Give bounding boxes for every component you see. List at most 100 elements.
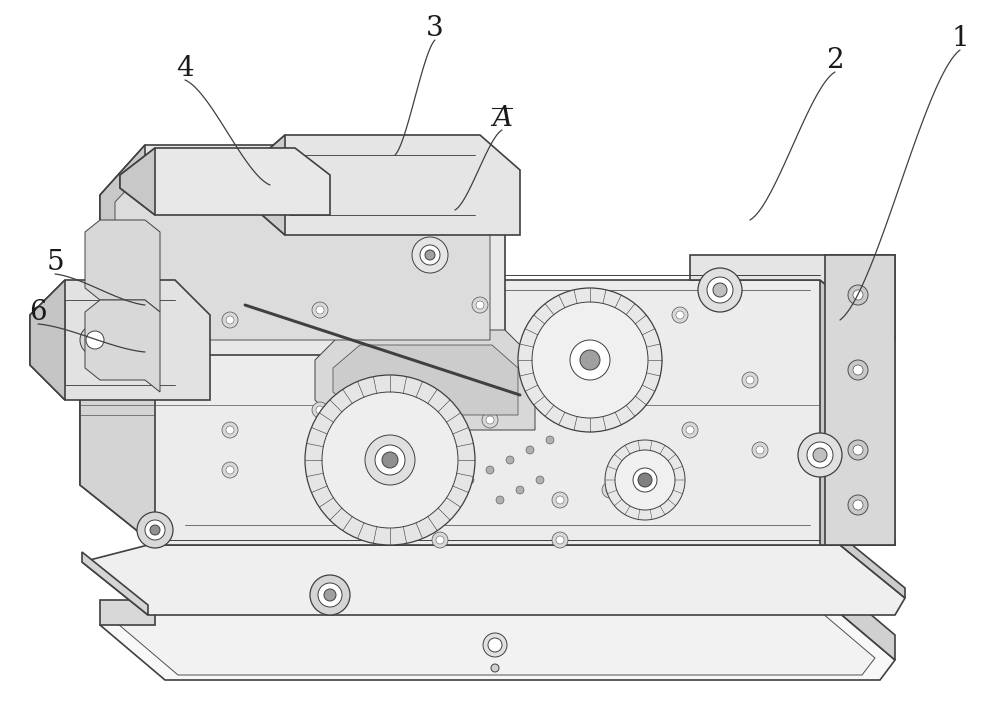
Circle shape	[615, 450, 675, 510]
Circle shape	[412, 237, 448, 273]
Circle shape	[306, 446, 314, 454]
Circle shape	[633, 468, 657, 492]
Circle shape	[222, 422, 238, 438]
Circle shape	[316, 306, 324, 314]
Circle shape	[312, 402, 328, 418]
Polygon shape	[100, 600, 155, 625]
Circle shape	[482, 412, 498, 428]
Circle shape	[602, 482, 618, 498]
Polygon shape	[100, 605, 895, 680]
Circle shape	[432, 532, 448, 548]
Circle shape	[365, 435, 415, 485]
Polygon shape	[118, 607, 875, 675]
Circle shape	[356, 506, 364, 514]
Circle shape	[682, 422, 698, 438]
Circle shape	[310, 575, 350, 615]
Circle shape	[798, 433, 842, 477]
Polygon shape	[80, 280, 895, 545]
Polygon shape	[245, 135, 520, 235]
Circle shape	[432, 502, 448, 518]
Polygon shape	[333, 345, 518, 415]
Circle shape	[324, 589, 336, 601]
Circle shape	[488, 638, 502, 652]
Circle shape	[80, 325, 110, 355]
Circle shape	[396, 526, 404, 534]
Circle shape	[491, 664, 499, 672]
Circle shape	[580, 350, 600, 370]
Circle shape	[552, 492, 568, 508]
Circle shape	[436, 536, 444, 544]
Circle shape	[516, 486, 524, 494]
Circle shape	[318, 583, 342, 607]
Polygon shape	[82, 552, 148, 615]
Circle shape	[226, 316, 234, 324]
Circle shape	[698, 268, 742, 312]
Circle shape	[752, 442, 768, 458]
Circle shape	[486, 416, 494, 424]
Circle shape	[483, 633, 507, 657]
Circle shape	[86, 331, 104, 349]
Circle shape	[376, 516, 384, 524]
Text: 2: 2	[826, 46, 844, 74]
Circle shape	[222, 312, 238, 328]
Circle shape	[552, 532, 568, 548]
Circle shape	[316, 406, 324, 414]
Polygon shape	[82, 545, 905, 615]
Circle shape	[366, 486, 374, 494]
Circle shape	[848, 360, 868, 380]
Circle shape	[346, 476, 354, 484]
Circle shape	[137, 512, 173, 548]
Circle shape	[848, 495, 868, 515]
Circle shape	[638, 473, 652, 487]
Text: 1: 1	[951, 25, 969, 51]
Circle shape	[556, 536, 564, 544]
Circle shape	[526, 446, 534, 454]
Circle shape	[556, 496, 564, 504]
Circle shape	[813, 448, 827, 462]
Circle shape	[145, 520, 165, 540]
Circle shape	[425, 250, 435, 260]
Text: A: A	[492, 104, 512, 132]
Circle shape	[386, 496, 394, 504]
Circle shape	[536, 476, 544, 484]
Circle shape	[226, 466, 234, 474]
Circle shape	[506, 456, 514, 464]
Circle shape	[420, 245, 440, 265]
Polygon shape	[30, 280, 210, 400]
Polygon shape	[830, 580, 895, 660]
Polygon shape	[30, 280, 65, 400]
Text: 4: 4	[176, 55, 194, 81]
Circle shape	[436, 506, 444, 514]
Circle shape	[322, 392, 458, 528]
Circle shape	[570, 340, 610, 380]
Circle shape	[742, 372, 758, 388]
Polygon shape	[120, 148, 330, 215]
Circle shape	[848, 285, 868, 305]
Circle shape	[848, 440, 868, 460]
Circle shape	[853, 290, 863, 300]
Polygon shape	[115, 160, 490, 340]
Circle shape	[226, 426, 234, 434]
Circle shape	[375, 445, 405, 475]
Text: 5: 5	[46, 248, 64, 275]
Circle shape	[853, 500, 863, 510]
Polygon shape	[820, 280, 895, 545]
Circle shape	[222, 462, 238, 478]
Circle shape	[476, 301, 484, 309]
Circle shape	[672, 307, 688, 323]
Circle shape	[518, 288, 662, 432]
Polygon shape	[120, 148, 155, 215]
Circle shape	[496, 496, 504, 504]
Polygon shape	[80, 280, 155, 545]
Polygon shape	[100, 145, 145, 355]
Polygon shape	[840, 535, 905, 598]
Polygon shape	[315, 330, 535, 430]
Polygon shape	[690, 255, 895, 340]
Circle shape	[546, 436, 554, 444]
Text: 6: 6	[29, 299, 47, 325]
Circle shape	[807, 442, 833, 468]
Circle shape	[446, 486, 454, 494]
Circle shape	[346, 466, 354, 474]
Circle shape	[382, 452, 398, 468]
Circle shape	[853, 365, 863, 375]
